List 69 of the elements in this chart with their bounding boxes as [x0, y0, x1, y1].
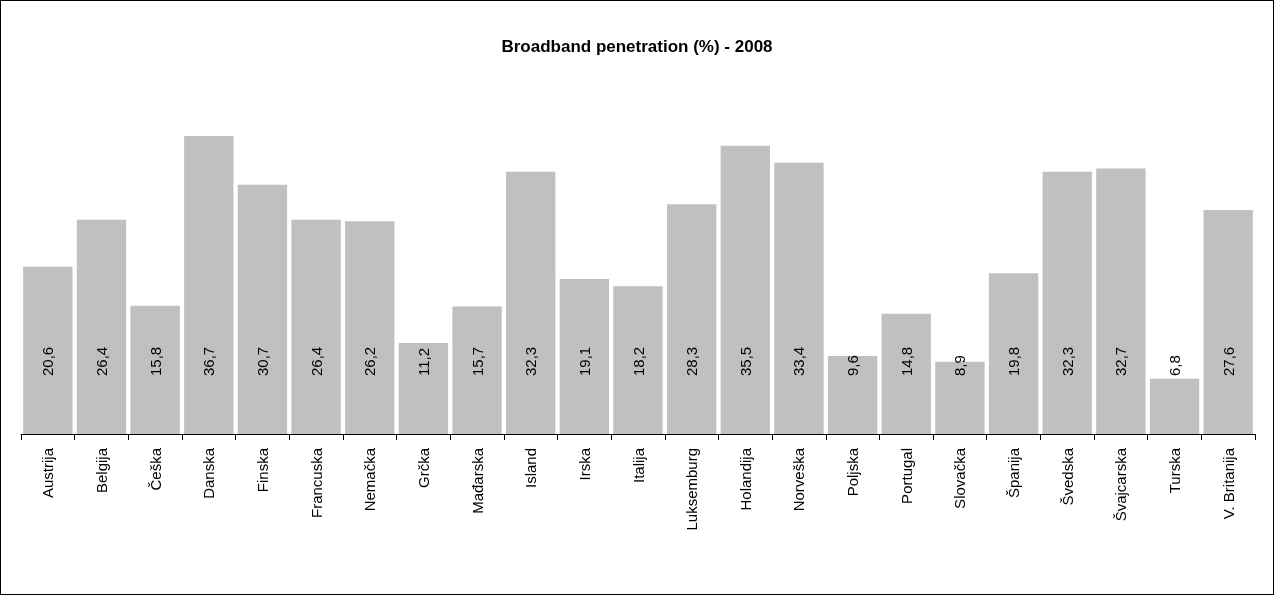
bar — [452, 306, 502, 434]
data-label: 19,1 — [575, 346, 593, 376]
x-tick-label: Slovačka — [951, 447, 969, 509]
x-tick-label: V. Britanija — [1219, 447, 1237, 520]
x-tick-label: Španija — [1005, 447, 1023, 499]
x-tick-label: Irska — [575, 447, 593, 481]
data-label: 26,4 — [92, 346, 110, 376]
x-tick-label: Mađarska — [468, 447, 486, 514]
data-label: 18,2 — [629, 346, 647, 376]
data-label: 36,7 — [200, 346, 218, 376]
bar — [988, 273, 1039, 434]
bar — [506, 171, 556, 434]
x-tick-label: Holandija — [736, 447, 754, 511]
data-label: 33,4 — [790, 346, 808, 376]
x-tick-label: Portugal — [897, 448, 915, 504]
bar — [237, 184, 288, 434]
bar — [613, 286, 663, 434]
x-tick-label: Francuska — [307, 447, 325, 519]
bar — [666, 204, 717, 434]
data-label: 26,2 — [361, 346, 379, 376]
bar — [827, 356, 878, 434]
data-label: 8,9 — [951, 355, 969, 376]
x-tick-label: Island — [522, 448, 540, 489]
x-tick-label: Poljska — [844, 447, 862, 497]
data-label: 28,3 — [683, 346, 701, 376]
bar — [184, 136, 234, 434]
data-label: 19,8 — [1005, 346, 1023, 376]
data-label: 27,6 — [1219, 346, 1237, 376]
data-label: 11,2 — [414, 347, 432, 376]
bar — [345, 221, 395, 434]
x-tick-label: Finska — [253, 447, 271, 493]
x-tick-label: Nemačka — [361, 447, 379, 512]
data-label: 15,7 — [468, 346, 486, 376]
x-tick-label: Danska — [200, 447, 218, 499]
data-label: 20,6 — [39, 346, 57, 376]
data-label: 14,8 — [897, 346, 915, 376]
data-label: 32,3 — [522, 346, 540, 376]
x-tick-label: Luksemburg — [683, 448, 701, 531]
x-tick-label: Austrija — [39, 447, 57, 499]
bar — [720, 145, 770, 434]
bar — [1042, 171, 1092, 434]
x-tick-label: Norveška — [790, 447, 808, 512]
data-label: 30,7 — [253, 346, 271, 376]
data-label: 9,6 — [844, 355, 862, 376]
x-tick-label: Grčka — [414, 447, 432, 489]
x-tick-label: Švedska — [1058, 447, 1076, 506]
x-tick-label: Turska — [1166, 447, 1184, 494]
bar — [1149, 378, 1200, 434]
x-tick-label: Švajcarska — [1112, 447, 1130, 522]
x-tick-label: Belgija — [92, 447, 110, 494]
bar — [881, 313, 931, 434]
data-label: 35,5 — [736, 346, 754, 376]
bar — [76, 219, 127, 434]
bar — [398, 343, 449, 434]
x-tick-label: Italija — [629, 447, 647, 484]
data-label: 32,3 — [1058, 346, 1076, 376]
bar — [130, 305, 180, 434]
bar — [559, 278, 610, 434]
bar — [1096, 168, 1146, 434]
data-label: 6,8 — [1166, 355, 1184, 376]
data-label: 26,4 — [307, 346, 325, 376]
data-label: 32,7 — [1112, 346, 1130, 376]
chart-title: Broadband penetration (%) - 2008 — [501, 37, 773, 56]
bar — [774, 162, 824, 434]
bar — [23, 266, 73, 434]
bar — [1203, 209, 1253, 434]
bar — [291, 219, 341, 434]
data-label: 15,8 — [146, 346, 164, 376]
x-tick-label: Češka — [146, 447, 164, 491]
